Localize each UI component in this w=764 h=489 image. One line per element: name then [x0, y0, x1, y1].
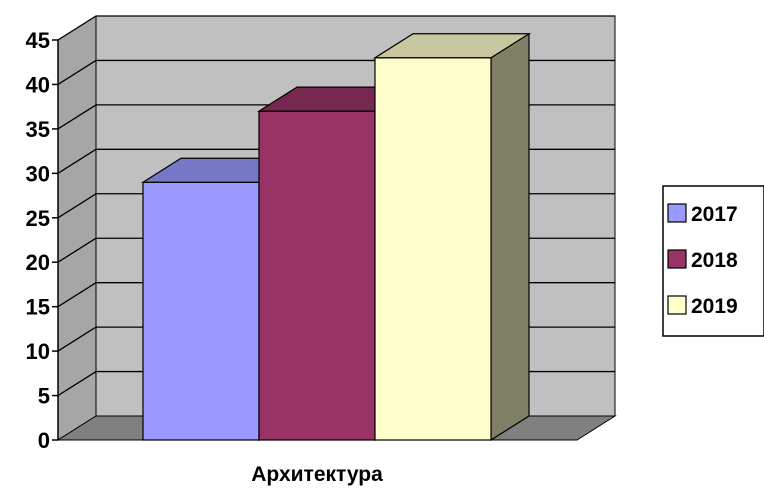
gridline-side — [57, 371, 97, 397]
y-tick-label: 30 — [26, 161, 50, 186]
y-tick-label: 15 — [26, 295, 50, 320]
gridline-side — [57, 326, 97, 352]
y-tick-label: 40 — [26, 72, 50, 97]
gridline-side — [57, 193, 97, 219]
x-category-label: Архитектура — [251, 463, 383, 486]
side-wall — [57, 15, 97, 441]
y-tick-labels: 0 5 10 15 20 25 30 35 40 45 — [26, 28, 50, 453]
legend-label-2017: 2017 — [691, 203, 738, 226]
category-labels: Архитектура — [251, 463, 383, 486]
y-tick-label: 20 — [26, 250, 50, 275]
bar-front-2019 — [374, 57, 492, 441]
y-tick-label: 0 — [38, 428, 50, 453]
bar-side-2019 — [490, 32, 530, 442]
bar-front-2017 — [142, 181, 260, 441]
legend-swatch-2018 — [667, 249, 687, 269]
y-tick-label: 5 — [38, 384, 50, 409]
bar-top-2019 — [372, 33, 532, 59]
legend-swatch-2017 — [667, 203, 687, 223]
y-tick-label: 10 — [26, 339, 50, 364]
legend-swatch-2019 — [667, 295, 687, 315]
legend-label-2019: 2019 — [691, 295, 738, 318]
y-tick-label: 35 — [26, 117, 50, 142]
gridline-side — [57, 104, 97, 130]
gridline-side — [57, 282, 97, 308]
gridline-side — [57, 15, 97, 41]
bar-front-2018 — [258, 110, 376, 441]
gridline-side — [57, 237, 97, 263]
bars — [140, 32, 532, 442]
legend: 2017 2018 2019 — [662, 185, 764, 337]
bar-2019 — [372, 32, 532, 442]
gridline-side — [57, 59, 97, 85]
y-axis — [52, 39, 59, 441]
gridline-side — [57, 148, 97, 174]
legend-label-2018: 2018 — [691, 249, 738, 272]
y-tick-label: 45 — [26, 28, 50, 53]
y-tick-label: 25 — [26, 206, 50, 231]
